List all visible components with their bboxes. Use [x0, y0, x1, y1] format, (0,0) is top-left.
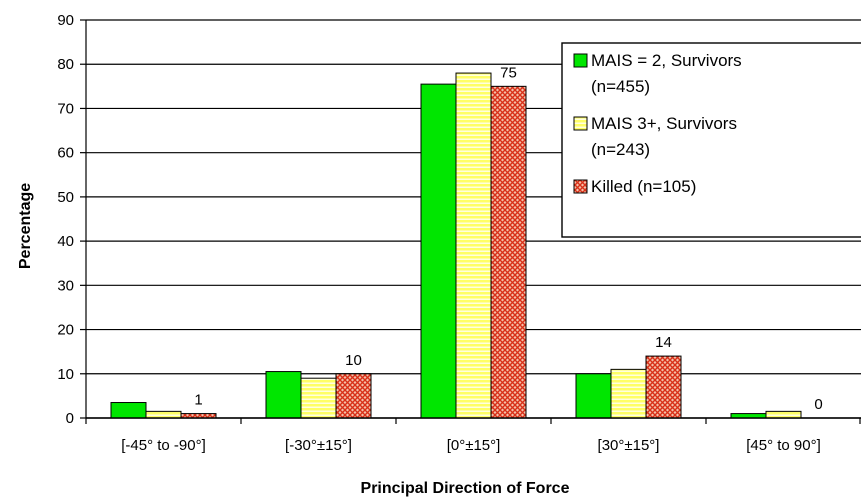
legend-label: MAIS 3+, Survivors — [591, 114, 737, 133]
y-tick-label: 20 — [57, 322, 74, 339]
legend-label-count: (n=455) — [591, 77, 650, 96]
y-tick-label: 50 — [57, 189, 74, 206]
y-tick-label: 60 — [57, 145, 74, 162]
data-label: 14 — [655, 334, 672, 351]
legend-swatch — [573, 179, 588, 194]
y-tick-label: 90 — [57, 12, 74, 29]
data-label: 1 — [194, 392, 202, 409]
bar — [765, 410, 802, 419]
legend-label: MAIS = 2, Survivors — [591, 51, 742, 70]
bar — [645, 355, 682, 419]
y-tick-label: 40 — [57, 233, 74, 250]
y-axis-title: Percentage — [17, 183, 34, 269]
y-tick-label: 10 — [57, 366, 74, 383]
bar — [610, 368, 647, 419]
legend-label-count: (n=243) — [591, 140, 650, 159]
bar — [265, 371, 302, 419]
bar — [490, 85, 527, 419]
legend-swatch — [573, 116, 588, 131]
x-tick-label: [30°±15°] — [598, 437, 660, 454]
x-tick-label: [0°±15°] — [447, 437, 501, 454]
bar — [300, 377, 337, 419]
data-label: 10 — [345, 352, 362, 369]
bar — [335, 373, 372, 419]
data-label: 75 — [500, 64, 517, 81]
legend-box — [561, 42, 861, 238]
bar — [455, 72, 492, 419]
legend-swatch — [573, 53, 588, 68]
x-tick-label: [45° to 90°] — [746, 437, 821, 454]
legend: MAIS = 2, Survivors (n=455) MAIS 3+, Survi… — [561, 42, 861, 238]
data-label: 0 — [814, 396, 822, 413]
y-tick-label: 80 — [57, 56, 74, 73]
y-tick-label: 30 — [57, 277, 74, 294]
x-tick-label: [-30°±15°] — [285, 437, 352, 454]
legend-label: Killed (n=105) — [591, 177, 696, 196]
y-tick-label: 0 — [66, 410, 74, 427]
bar — [110, 402, 147, 419]
y-tick-label: 70 — [57, 100, 74, 117]
bar — [145, 410, 182, 419]
x-axis-title: Principal Direction of Force — [361, 480, 570, 497]
bar — [420, 83, 457, 419]
x-tick-label: [-45° to -90°] — [121, 437, 206, 454]
bar — [575, 373, 612, 419]
